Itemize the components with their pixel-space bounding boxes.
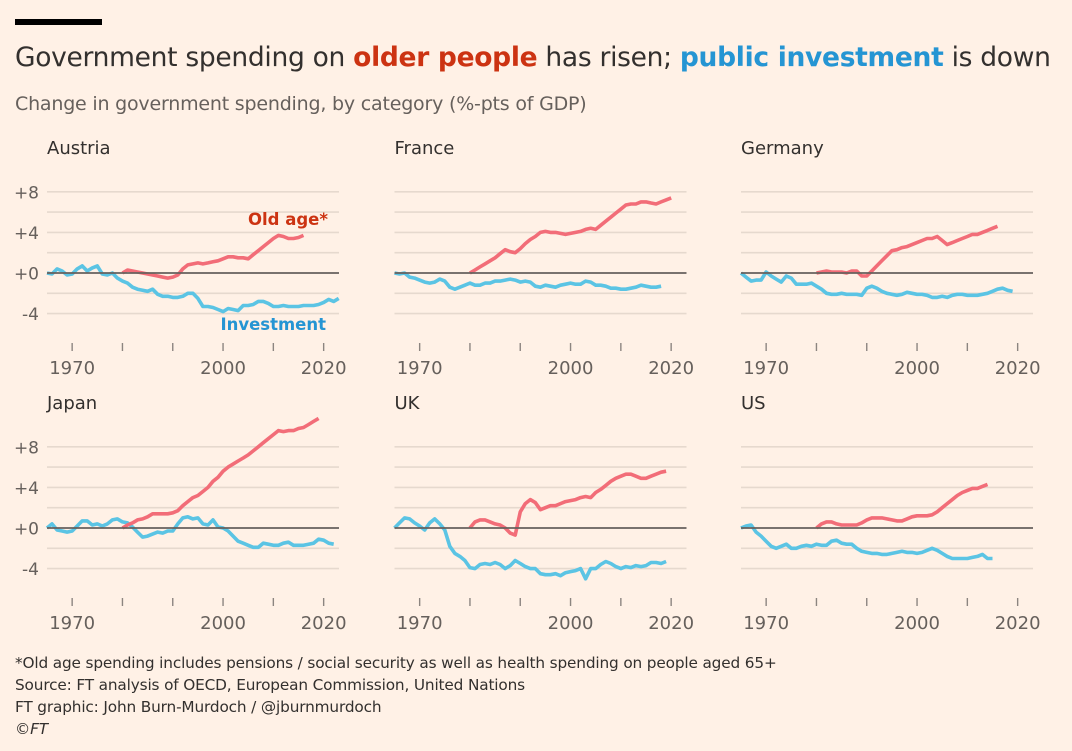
title-highlight-old-age: older people [353, 42, 538, 73]
panel-title: US [741, 393, 766, 414]
panel-us: 1970 2000 2020 [740, 445, 1041, 634]
x-tick-label: 2020 [995, 613, 1041, 634]
series-line-old-age [468, 469, 667, 537]
panel-title: France [394, 138, 455, 159]
x-tick-label: 2020 [995, 358, 1041, 379]
series-line-investment [739, 270, 1013, 300]
series-line-investment [394, 271, 662, 292]
credit-line: FT graphic: John Burn-Murdoch / @jburnmu… [15, 698, 382, 716]
series-line-investment [45, 514, 335, 550]
series-line-old-age [815, 482, 989, 530]
y-tick-label: -4 [22, 560, 39, 580]
y-tick-label: +8 [14, 183, 39, 203]
x-tick-label: 1970 [397, 358, 443, 379]
y-tick-label: -4 [22, 305, 39, 325]
panel-france: 1970 2000 2020 [394, 191, 694, 379]
y-tick-label: +0 [14, 520, 39, 540]
x-tick-label: 2000 [894, 358, 940, 379]
series-label-investment: Investment [220, 315, 326, 334]
x-tick-label: 2000 [548, 358, 594, 379]
series-line-investment [393, 516, 667, 581]
series-line-old-age [121, 416, 320, 530]
x-tick-label: 2020 [301, 613, 347, 634]
series-line-investment [740, 523, 993, 561]
panel-germany: 1970 2000 2020 [739, 191, 1041, 379]
y-tick-label: +8 [14, 438, 39, 458]
series-label-old-age: Old age* [248, 210, 328, 229]
source-line: Source: FT analysis of OECD, European Co… [15, 676, 525, 694]
x-tick-label: 2000 [200, 358, 246, 379]
x-tick-label: 1970 [49, 358, 95, 379]
copyright: ©FT [15, 720, 48, 738]
title-part: is down [943, 42, 1051, 73]
x-tick-label: 1970 [49, 613, 95, 634]
series-line-old-age [468, 196, 672, 275]
chart-subtitle: Change in government spending, by catego… [15, 93, 587, 115]
panel-uk: 1970 2000 2020 [393, 445, 694, 634]
ft-top-bar [15, 19, 102, 25]
x-tick-label: 2020 [648, 613, 694, 634]
x-tick-label: 2020 [648, 358, 694, 379]
footnote: *Old age spending includes pensions / so… [15, 654, 777, 672]
panel-austria: +8 +4 +0 -4 1970 2000 2020 Old age* Investment [14, 183, 347, 379]
y-tick-label: +4 [14, 479, 39, 499]
x-tick-label: 2000 [894, 613, 940, 634]
footer-notes: *Old age spending includes pensions / so… [15, 652, 777, 740]
title-part: has risen; [537, 42, 680, 73]
series-line-investment [46, 264, 340, 314]
title-part: Government spending on [15, 42, 354, 73]
x-tick-label: 2000 [548, 613, 594, 634]
y-tick-label: +0 [14, 265, 39, 285]
panel-title: UK [394, 393, 420, 414]
panel-japan: +8 +4 +0 -4 1970 2000 2020 [14, 416, 347, 634]
x-tick-label: 2020 [301, 358, 347, 379]
panel-title: Japan [47, 393, 98, 414]
series-line-old-age [816, 224, 999, 278]
x-tick-label: 2000 [200, 613, 246, 634]
chart-title: Government spending on older people has … [15, 42, 1051, 73]
x-tick-label: 1970 [743, 358, 789, 379]
panel-title: Austria [47, 138, 111, 159]
series-line-old-age [121, 233, 305, 280]
x-tick-label: 1970 [397, 613, 443, 634]
y-tick-label: +4 [14, 224, 39, 244]
x-tick-label: 1970 [743, 613, 789, 634]
panel-title: Germany [741, 138, 824, 159]
title-highlight-investment: public investment [679, 42, 944, 73]
